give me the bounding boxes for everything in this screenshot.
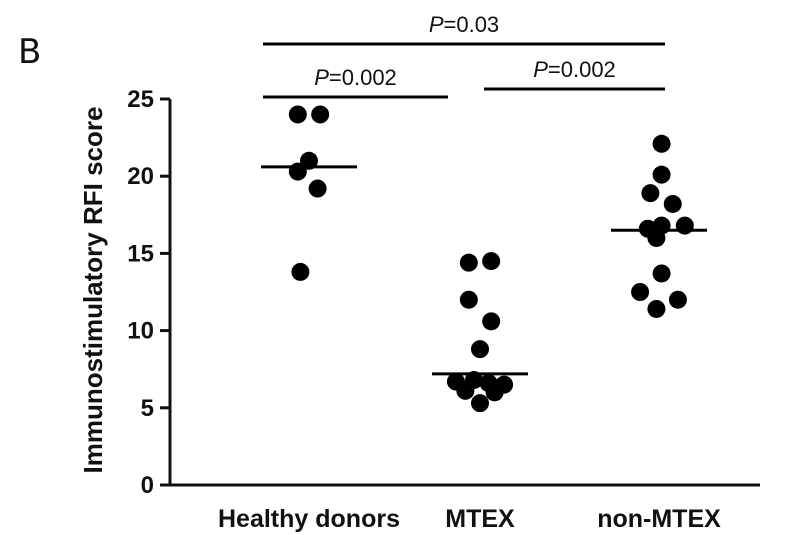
p-value-label: P=0.002 [314,65,397,90]
data-point [456,381,475,400]
data-point [647,228,666,247]
data-point [308,179,327,198]
data-point [482,252,501,271]
y-tick-label: 25 [127,86,154,113]
median-lines [261,165,707,376]
data-point [631,283,650,301]
data-point [482,312,501,331]
data-point [663,194,682,213]
axes: 0 5 10 15 20 25 Healthy donors MTEX non-MTEX [127,86,760,533]
data-point [459,290,478,309]
data-point [668,290,687,309]
data-point [652,264,671,283]
y-tick-label: 10 [127,318,154,345]
data-point [288,162,307,181]
data-point [647,299,666,318]
data-point [652,134,671,153]
data-point [641,184,660,203]
data-point [675,216,694,235]
data-point [311,105,330,124]
y-tick-label: 5 [141,395,154,422]
y-tick-label: 0 [141,472,154,499]
data-point [288,105,307,124]
y-tick-label: 20 [127,163,154,190]
data-point [471,394,489,413]
data-point [652,165,671,184]
y-tick-label: 15 [127,240,154,267]
data-point [291,262,310,281]
p-value-label: P=0.002 [533,57,616,82]
x-tick-label: non-MTEX [597,505,721,533]
data-point [300,151,318,170]
data-point [459,253,478,272]
data-point [471,340,489,359]
data-point [485,383,504,402]
panel-label: B [18,32,41,72]
significance-brackets: P=0.03 P=0.002 P=0.002 [263,12,665,99]
x-tick-label: MTEX [445,505,515,533]
p-value-label: P=0.03 [429,12,499,37]
y-axis-label: Immunostimulatory RFI score [78,107,108,474]
data-points [288,105,694,413]
x-tick-label: Healthy donors [218,505,400,533]
